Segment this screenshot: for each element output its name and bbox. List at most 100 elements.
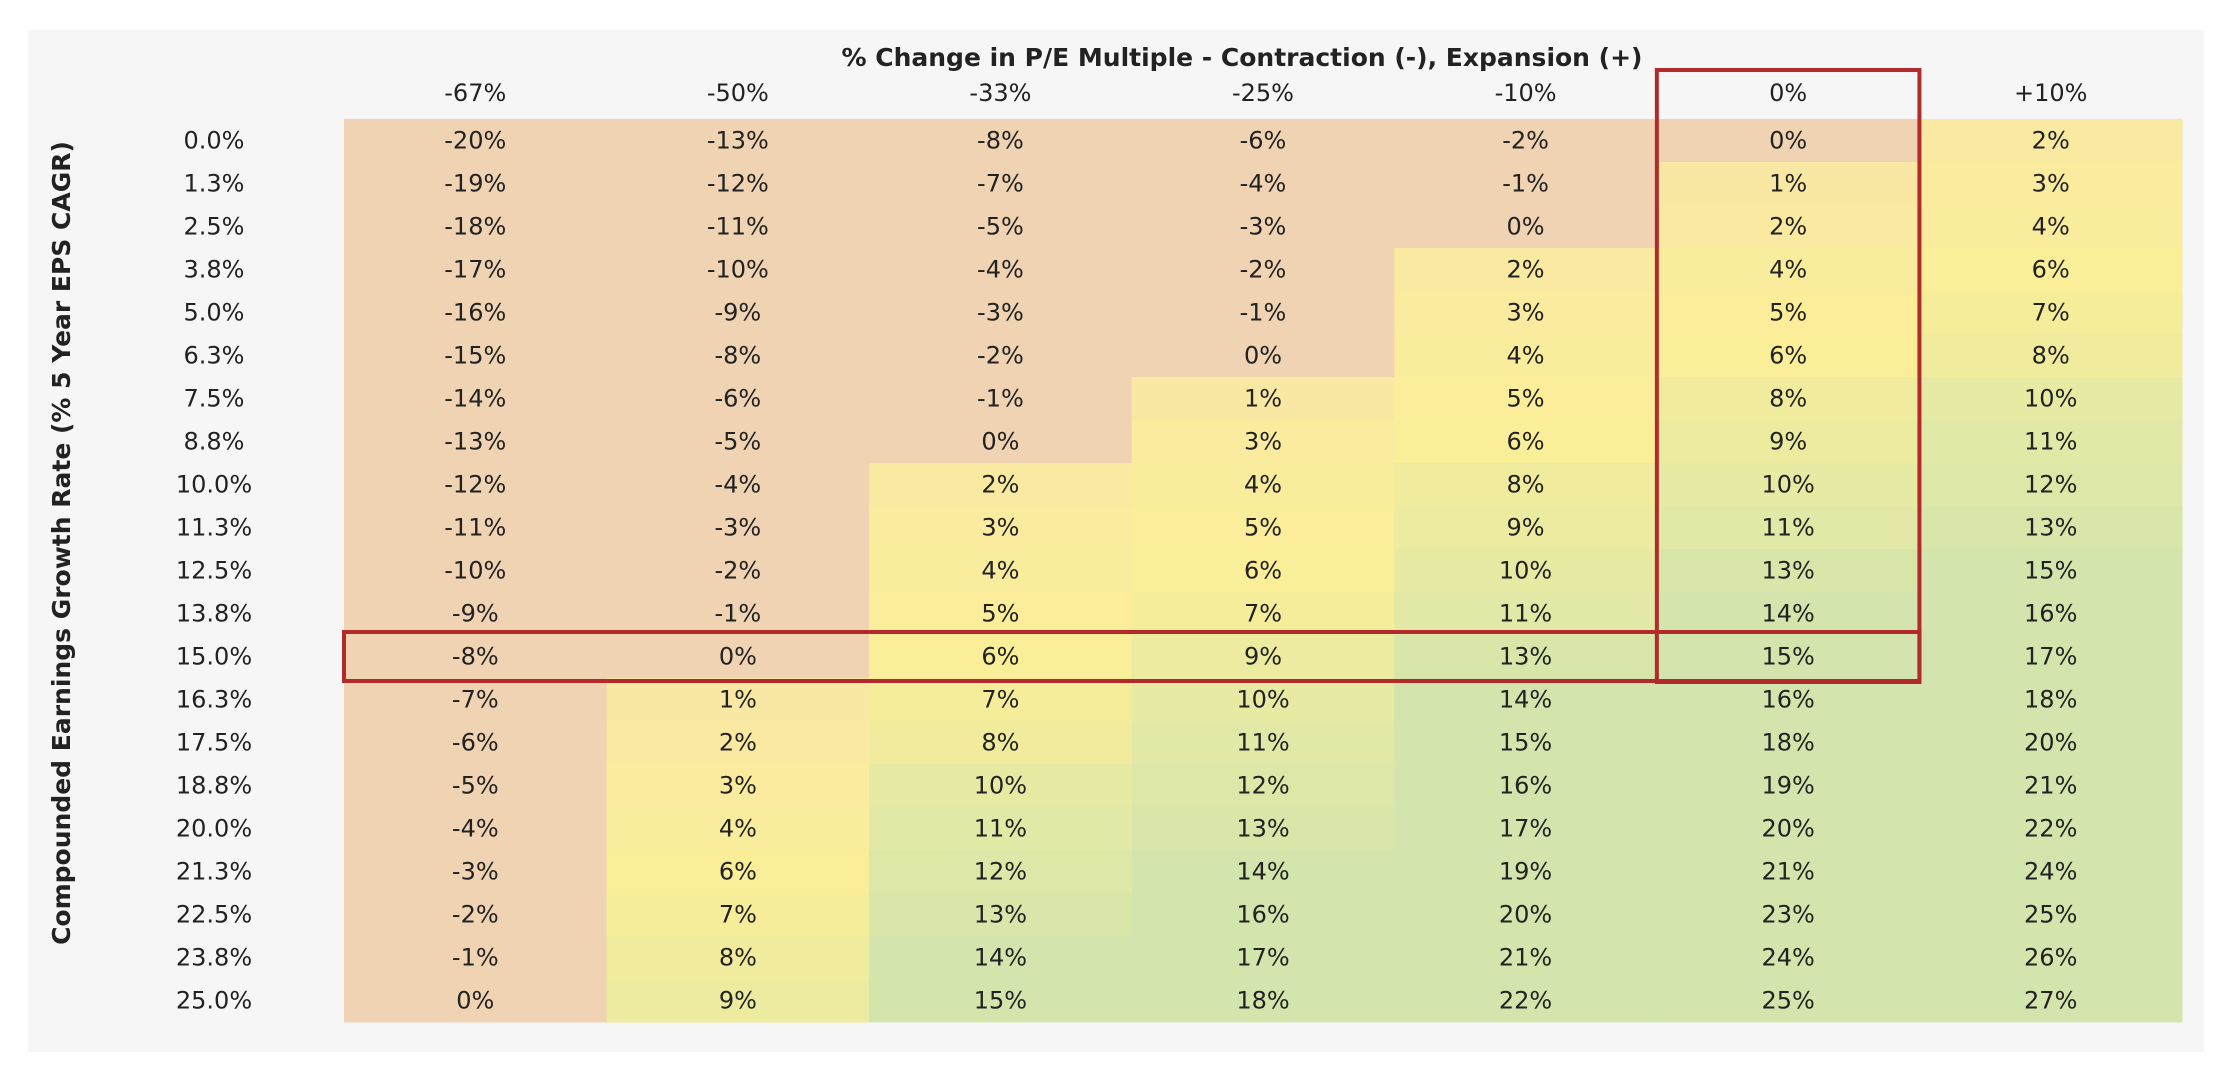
heatmap-cell: [344, 248, 608, 292]
heatmap-cell: [1131, 549, 1395, 593]
heatmap-cell: [869, 162, 1133, 206]
cell-value-label: 6%: [1507, 428, 1545, 456]
heatmap-cell: [1919, 635, 2183, 679]
cell-value-label: -17%: [444, 256, 506, 284]
cell-value-label: 13%: [974, 901, 1027, 929]
heatmap-cell: [1394, 764, 1658, 808]
cell-value-label: -1%: [452, 944, 499, 972]
heatmap-cell: [1656, 248, 1920, 292]
cell-value-label: -8%: [452, 643, 499, 671]
heatmap-cell: [1131, 162, 1395, 206]
cell-value-label: 4%: [719, 815, 757, 843]
cell-value-label: -10%: [444, 557, 506, 585]
row-label: 12.5%: [176, 557, 252, 585]
row-label: 17.5%: [176, 729, 252, 757]
heatmap-cell: [344, 635, 608, 679]
row-label: 5.0%: [184, 299, 245, 327]
cell-value-label: -13%: [707, 127, 769, 155]
row-label: 6.3%: [184, 342, 245, 370]
heatmap-cell: [344, 119, 608, 163]
heatmap-cell: [869, 291, 1133, 335]
cell-value-label: -11%: [707, 213, 769, 241]
cell-value-label: 7%: [2032, 299, 2070, 327]
row-label: 10.0%: [176, 471, 252, 499]
heatmap-cell: [606, 979, 870, 1023]
heatmap-cell: [344, 334, 608, 378]
heatmap-cell: [1919, 506, 2183, 550]
cell-value-label: -5%: [452, 772, 499, 800]
cell-value-label: 0%: [719, 643, 757, 671]
heatmap-cell: [606, 850, 870, 894]
cell-value-label: 4%: [1244, 471, 1282, 499]
cell-value-label: 7%: [1244, 600, 1282, 628]
cell-value-label: -12%: [707, 170, 769, 198]
cell-value-label: 25%: [2024, 901, 2077, 929]
heatmap-cell: [1656, 893, 1920, 937]
heatmap-cell: [606, 291, 870, 335]
cell-value-label: 14%: [1761, 600, 1814, 628]
cell-value-label: 11%: [1236, 729, 1289, 757]
column-header: -25%: [1232, 79, 1294, 107]
chart-title: % Change in P/E Multiple - Contraction (…: [841, 43, 1642, 72]
cell-value-label: 3%: [981, 514, 1019, 542]
heatmap-cell: [606, 764, 870, 808]
heatmap-cell: [1919, 936, 2183, 980]
heatmap-cell: [1131, 936, 1395, 980]
heatmap-cell: [869, 678, 1133, 722]
cell-value-label: -8%: [977, 127, 1024, 155]
heatmap-cell: [1919, 420, 2183, 464]
cell-value-label: -11%: [444, 514, 506, 542]
heatmap-cell: [606, 463, 870, 507]
cell-value-label: -4%: [977, 256, 1024, 284]
cell-value-label: 20%: [2024, 729, 2077, 757]
heatmap-cell: [606, 549, 870, 593]
cell-value-label: 10%: [1236, 686, 1289, 714]
cell-value-label: 14%: [974, 944, 1027, 972]
heatmap-cell: [1919, 205, 2183, 249]
heatmap-cell: [1656, 420, 1920, 464]
heatmap-cell: [1656, 850, 1920, 894]
heatmap-cell: [869, 850, 1133, 894]
heatmap-cell: [1131, 592, 1395, 636]
row-label: 2.5%: [184, 213, 245, 241]
y-axis-label: Compounded Earnings Growth Rate (% 5 Yea…: [47, 141, 76, 945]
heatmap-cell: [1131, 377, 1395, 421]
heatmap-cell: [1131, 119, 1395, 163]
cell-value-label: -19%: [444, 170, 506, 198]
heatmap-cell: [1656, 205, 1920, 249]
heatmap-cell: [1919, 334, 2183, 378]
heatmap-cell: [344, 850, 608, 894]
heatmap-cell: [1131, 893, 1395, 937]
cell-value-label: 19%: [1499, 858, 1552, 886]
cell-value-label: 13%: [1236, 815, 1289, 843]
cell-value-label: -5%: [714, 428, 761, 456]
heatmap-cell: [606, 119, 870, 163]
cell-value-label: 21%: [1761, 858, 1814, 886]
heatmap-cell: [869, 463, 1133, 507]
heatmap-cell: [606, 721, 870, 765]
heatmap-cell: [606, 592, 870, 636]
heatmap-cells: -20% -13% -8% -6% -2% 0% 2% -19% -12% -7% -4% -1% 1%…: [344, 119, 2183, 1023]
cell-value-label: 1%: [1244, 385, 1282, 413]
row-label: 22.5%: [176, 901, 252, 929]
cell-value-label: 11%: [1499, 600, 1552, 628]
cell-value-label: 12%: [2024, 471, 2077, 499]
cell-value-label: -9%: [452, 600, 499, 628]
heatmap-cell: [1394, 979, 1658, 1023]
row-label: 25.0%: [176, 987, 252, 1015]
heatmap-cell: [1394, 936, 1658, 980]
heatmap-cell: [606, 506, 870, 550]
cell-value-label: 7%: [981, 686, 1019, 714]
heatmap-cell: [344, 764, 608, 808]
heatmap-cell: [606, 162, 870, 206]
cell-value-label: 2%: [981, 471, 1019, 499]
heatmap-cell: [1919, 592, 2183, 636]
row-label: 18.8%: [176, 772, 252, 800]
cell-value-label: -1%: [977, 385, 1024, 413]
cell-value-label: -8%: [714, 342, 761, 370]
heatmap-cell: [1394, 678, 1658, 722]
heatmap-cell: [1656, 463, 1920, 507]
cell-value-label: 4%: [2032, 213, 2070, 241]
row-label: 3.8%: [184, 256, 245, 284]
cell-value-label: 4%: [1507, 342, 1545, 370]
